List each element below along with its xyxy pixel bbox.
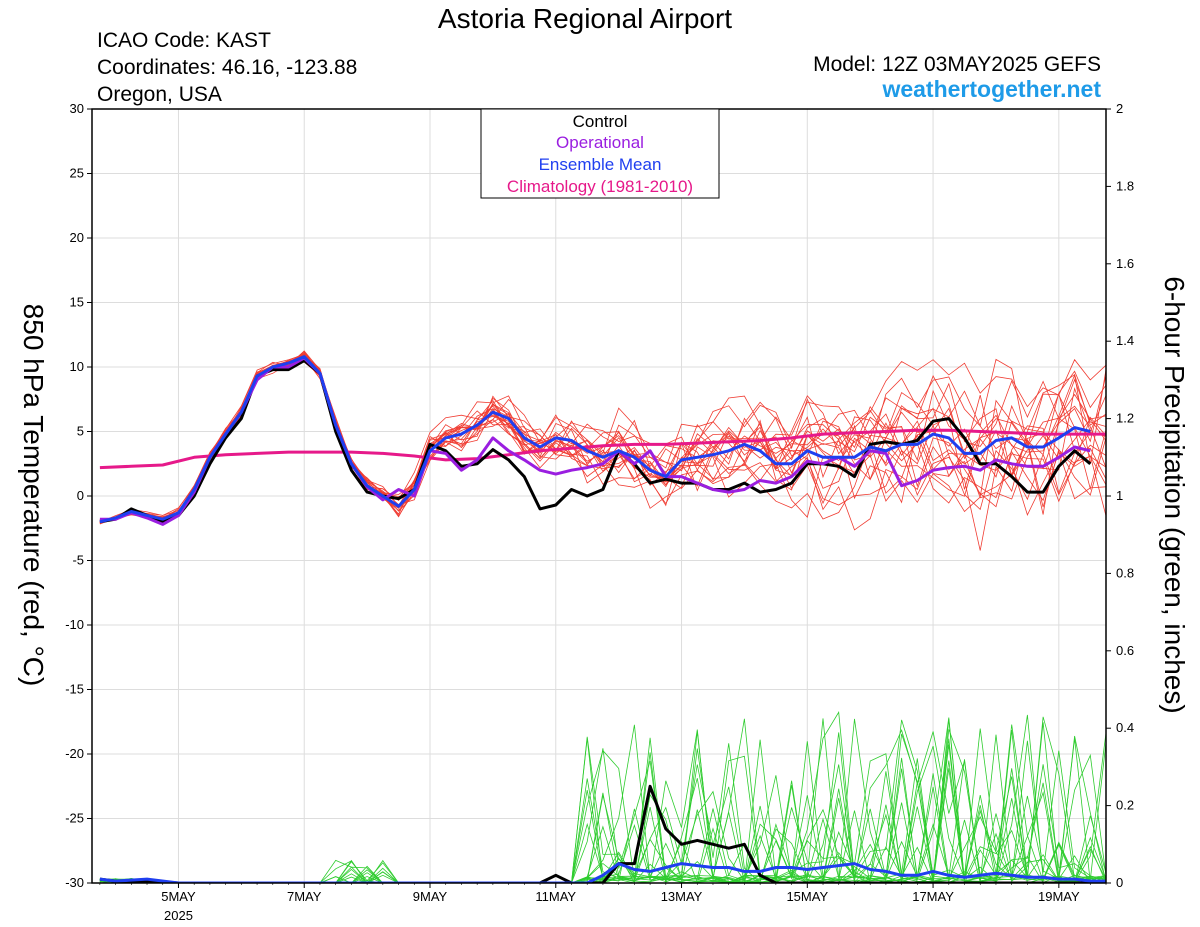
y-tick-label: 15 xyxy=(70,295,84,310)
highlighted-series xyxy=(99,355,1106,883)
tick-labels: 302520151050-5-10-15-20-25-3021.81.61.41… xyxy=(65,101,1134,923)
precip-member-line xyxy=(99,744,1106,883)
chart-title: Astoria Regional Airport xyxy=(438,3,732,34)
y2-tick-label: 0.4 xyxy=(1116,720,1134,735)
y-tick-label: -5 xyxy=(72,553,84,568)
y-tick-label: 25 xyxy=(70,166,84,181)
y-tick-label: 0 xyxy=(77,488,84,503)
legend-entry-climatology: Climatology (1981-2010) xyxy=(507,177,693,196)
model-run: Model: 12Z 03MAY2025 GEFS xyxy=(813,53,1101,76)
x-tick-sublabel: 2025 xyxy=(164,908,193,923)
x-tick-label: 5MAY xyxy=(161,889,196,904)
temp-ensemble-mean-line xyxy=(99,355,1091,524)
brand-link[interactable]: weathertogether.net xyxy=(881,76,1101,102)
precip-member-line xyxy=(99,759,1106,883)
y-axis-right-label: 6-hour Precipitation (green, inches) xyxy=(1159,276,1190,713)
x-tick-label: 11MAY xyxy=(535,889,576,904)
icao-code: ICAO Code: KAST xyxy=(97,29,271,52)
precip-member-line xyxy=(99,728,1106,883)
y-tick-label: -25 xyxy=(65,811,84,826)
region: Oregon, USA xyxy=(97,83,222,106)
precip-member-line xyxy=(99,718,1106,883)
precip-member-line xyxy=(99,729,1106,883)
y-tick-label: -30 xyxy=(65,875,84,890)
y-tick-label: 20 xyxy=(70,230,84,245)
y2-tick-label: 2 xyxy=(1116,101,1123,116)
temp-member-line xyxy=(99,355,1106,521)
legend-entry-control: Control xyxy=(573,112,628,131)
y2-tick-label: 1.8 xyxy=(1116,178,1134,193)
temp-member-line xyxy=(99,352,1106,521)
y2-tick-label: 1.6 xyxy=(1116,256,1134,271)
precip-member-line xyxy=(99,719,1106,883)
precip-control-line xyxy=(99,784,1106,883)
y2-tick-label: 0.6 xyxy=(1116,643,1134,658)
temp-member-line xyxy=(99,358,1106,523)
x-tick-label: 17MAY xyxy=(912,889,954,904)
y2-tick-label: 0.8 xyxy=(1116,565,1134,580)
x-tick-label: 15MAY xyxy=(786,889,828,904)
x-tick-label: 19MAY xyxy=(1038,889,1080,904)
y-tick-label: -10 xyxy=(65,617,84,632)
y-tick-label: -15 xyxy=(65,682,84,697)
y2-tick-label: 1.2 xyxy=(1116,411,1134,426)
x-tick-label: 13MAY xyxy=(661,889,703,904)
temp-member-line xyxy=(99,353,1106,523)
legend: Control Operational Ensemble Mean Climat… xyxy=(480,108,720,199)
y2-tick-label: 1.4 xyxy=(1116,333,1134,348)
x-tick-label: 7MAY xyxy=(287,889,322,904)
temp-climatology-1981-2010-line xyxy=(99,428,1106,470)
y2-tick-label: 0.2 xyxy=(1116,798,1134,813)
temp-member-line xyxy=(99,354,1106,524)
legend-entry-operational: Operational xyxy=(556,133,644,152)
y-tick-label: 5 xyxy=(77,424,84,439)
y-tick-label: 10 xyxy=(70,359,84,374)
legend-box xyxy=(480,108,720,199)
y-axis-left-label: 850 hPa Temperature (red, °C) xyxy=(18,304,49,687)
x-tick-label: 9MAY xyxy=(413,889,448,904)
temp-member-line xyxy=(99,350,1106,525)
precip-ensemble-mean-line xyxy=(99,862,1106,883)
precip-member-line xyxy=(99,711,1106,883)
y2-tick-label: 0 xyxy=(1116,875,1123,890)
legend-entry-ensemble-mean: Ensemble Mean xyxy=(539,155,662,174)
y-tick-label: 30 xyxy=(70,101,84,116)
y2-tick-label: 1 xyxy=(1116,488,1123,503)
temp-member-line xyxy=(99,357,1106,523)
y-tick-label: -20 xyxy=(65,746,84,761)
coordinates: Coordinates: 46.16, -123.88 xyxy=(97,56,357,79)
temp-operational-line xyxy=(99,356,1091,526)
